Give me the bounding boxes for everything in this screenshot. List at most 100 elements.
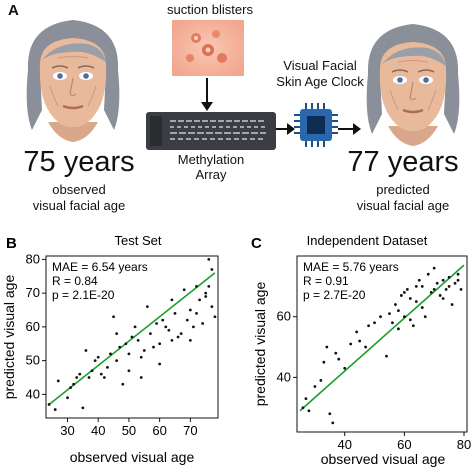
data-point — [195, 311, 198, 315]
data-point — [127, 352, 131, 356]
data-point — [432, 266, 436, 270]
data-point — [319, 379, 323, 382]
data-point — [307, 409, 311, 413]
observed-age-value: 75 years — [23, 146, 135, 178]
data-point — [99, 372, 103, 376]
x-tick-label: 30 — [60, 423, 74, 438]
data-point — [201, 322, 205, 325]
data-point — [397, 309, 400, 313]
data-point — [130, 335, 134, 339]
data-point — [343, 366, 347, 370]
arrow-right-icon — [276, 123, 295, 135]
data-point — [84, 349, 88, 352]
y-axis-label: predicted visual age — [252, 282, 268, 407]
data-point — [139, 355, 143, 359]
data-point — [337, 357, 341, 361]
data-point — [167, 328, 171, 332]
older-face-left-icon — [26, 20, 120, 142]
data-point — [53, 408, 57, 411]
clock-label-line2: Skin Age Clock — [276, 74, 364, 89]
skin-age-clock-label: Visual Facial Skin Age Clock — [255, 58, 385, 90]
data-point — [115, 332, 119, 336]
right-caption-line1: predicted — [376, 182, 430, 197]
data-point — [417, 278, 421, 282]
scatter-chart-independent-dataset: C Independent Dataset 40 60 80 40 60 MAE = 5… — [251, 233, 471, 467]
data-point — [399, 294, 403, 297]
array-label-line2: Array — [195, 167, 227, 182]
arrow-right-icon-2 — [338, 123, 361, 135]
regression-line — [299, 264, 465, 412]
data-point — [142, 349, 146, 352]
data-point — [96, 355, 100, 359]
data-point — [325, 345, 329, 349]
data-point — [408, 318, 412, 322]
stat-r: R = 0.91 — [303, 274, 349, 288]
data-point — [379, 315, 382, 319]
right-caption-line2: visual facial age — [356, 198, 450, 213]
x-axis-label: observed visual age — [70, 449, 195, 465]
data-point — [423, 315, 427, 319]
data-point — [158, 342, 162, 346]
x-tick-label: 40 — [337, 437, 351, 452]
left-caption-line2: visual facial age — [32, 198, 126, 213]
data-point — [145, 305, 149, 309]
data-point — [66, 396, 69, 400]
data-point — [158, 362, 162, 366]
methylation-array-label: Methylation Array — [150, 152, 272, 182]
data-point — [328, 412, 332, 416]
data-point — [173, 311, 177, 315]
data-point — [207, 284, 211, 288]
data-point — [121, 382, 125, 386]
chart-title: Test Set — [115, 233, 162, 248]
axis-ticks: 30 40 50 60 70 40 50 60 70 80 — [26, 251, 198, 438]
data-point — [47, 403, 51, 406]
data-point — [72, 382, 76, 386]
data-point — [394, 303, 397, 306]
data-point — [331, 421, 335, 425]
data-point — [456, 272, 460, 276]
data-point — [441, 297, 445, 300]
x-tick-label: 70 — [183, 423, 197, 438]
clock-label-line1: Visual Facial — [283, 58, 357, 73]
data-point — [459, 287, 463, 291]
data-point — [152, 345, 155, 349]
data-point — [210, 305, 214, 309]
data-point — [391, 321, 394, 325]
data-point — [179, 332, 183, 336]
data-point — [414, 300, 418, 303]
suction-blister-image — [172, 20, 244, 76]
data-point — [453, 281, 457, 285]
observed-age-caption: observed visual facial age — [4, 182, 154, 214]
data-point — [447, 275, 451, 279]
data-point — [313, 385, 317, 388]
x-tick-label: 60 — [397, 437, 411, 452]
x-tick-label: 80 — [457, 437, 471, 452]
data-point — [195, 284, 198, 288]
data-point — [438, 294, 442, 297]
y-tick-label: 40 — [277, 369, 291, 384]
y-axis-label: predicted visual age — [1, 275, 17, 400]
data-point — [198, 298, 201, 302]
panel-letter-b: B — [6, 235, 17, 252]
data-point — [75, 376, 79, 379]
x-tick-label: 60 — [152, 423, 166, 438]
y-tick-label: 40 — [26, 386, 40, 401]
x-axis-label: observed visual age — [321, 451, 446, 467]
data-point — [397, 327, 400, 331]
data-point — [149, 332, 152, 336]
data-point — [69, 386, 72, 390]
data-point — [373, 321, 376, 325]
data-point — [322, 360, 326, 364]
data-point — [93, 359, 97, 363]
data-point — [161, 318, 165, 322]
data-point — [210, 268, 214, 271]
data-point — [441, 278, 445, 282]
data-point — [188, 308, 192, 312]
predicted-age-value: 77 years — [347, 146, 459, 178]
data-point — [405, 287, 409, 291]
data-points — [301, 266, 463, 425]
data-point — [367, 324, 370, 328]
suction-blisters-label: suction blisters — [167, 2, 253, 17]
data-point — [426, 272, 430, 276]
data-point — [204, 291, 208, 295]
